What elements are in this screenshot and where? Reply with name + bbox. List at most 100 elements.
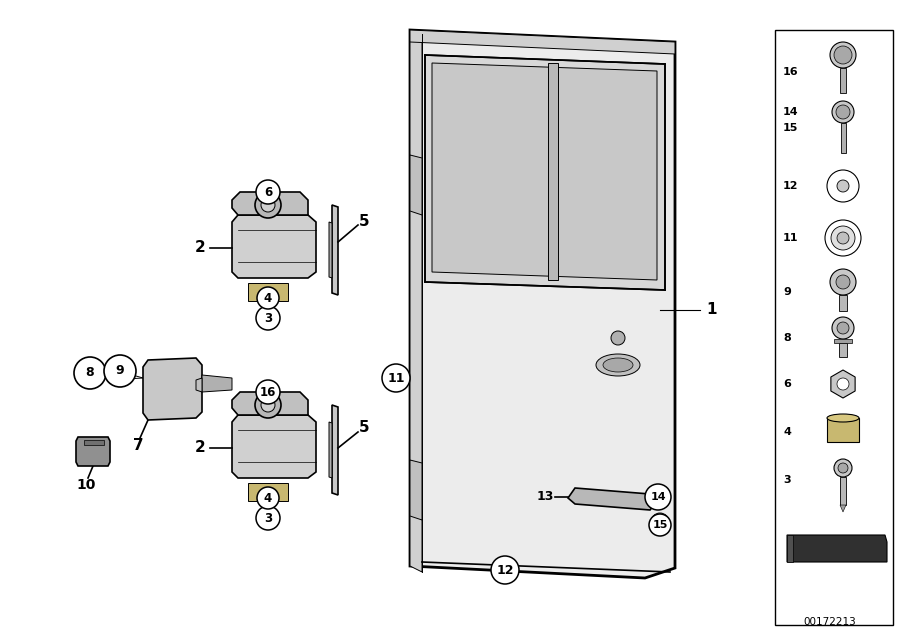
Text: 7: 7 — [132, 438, 143, 452]
Bar — [263, 301, 273, 323]
Polygon shape — [232, 415, 316, 478]
Circle shape — [825, 220, 861, 256]
Circle shape — [74, 357, 106, 389]
Polygon shape — [410, 30, 675, 54]
Circle shape — [838, 463, 848, 473]
Text: 16: 16 — [783, 67, 798, 77]
Polygon shape — [232, 392, 308, 415]
Text: 3: 3 — [264, 312, 272, 324]
Text: 12: 12 — [496, 563, 514, 576]
Circle shape — [256, 306, 280, 330]
Text: 14: 14 — [783, 107, 798, 117]
Circle shape — [382, 364, 410, 392]
Circle shape — [836, 105, 850, 119]
Circle shape — [827, 170, 859, 202]
Polygon shape — [143, 358, 202, 420]
Circle shape — [611, 331, 625, 345]
Circle shape — [255, 192, 281, 218]
Circle shape — [834, 46, 852, 64]
Polygon shape — [329, 422, 332, 478]
Polygon shape — [840, 505, 846, 512]
Text: 6: 6 — [264, 186, 272, 198]
Circle shape — [836, 275, 850, 289]
Text: 11: 11 — [387, 371, 405, 385]
Circle shape — [255, 392, 281, 418]
Circle shape — [649, 514, 671, 536]
Polygon shape — [196, 378, 202, 392]
Text: 9: 9 — [783, 287, 791, 297]
Text: 6: 6 — [783, 379, 791, 389]
Text: 5: 5 — [359, 214, 369, 228]
Text: 5: 5 — [359, 420, 369, 436]
Bar — [839, 295, 847, 311]
Circle shape — [257, 487, 279, 509]
Polygon shape — [84, 440, 104, 445]
Bar — [834, 339, 852, 343]
Circle shape — [837, 232, 849, 244]
Circle shape — [256, 506, 280, 530]
Bar — [841, 123, 846, 153]
Text: 9: 9 — [116, 364, 124, 378]
Polygon shape — [76, 437, 110, 466]
Text: 16: 16 — [260, 385, 276, 399]
Text: 4: 4 — [783, 427, 791, 437]
Circle shape — [831, 226, 855, 250]
Bar — [263, 501, 273, 523]
Bar — [775, 30, 893, 625]
Polygon shape — [232, 192, 308, 215]
Polygon shape — [332, 205, 338, 295]
Text: 3: 3 — [783, 475, 790, 485]
Bar — [827, 418, 859, 442]
Circle shape — [645, 484, 671, 510]
Polygon shape — [831, 370, 855, 398]
Text: 8: 8 — [783, 333, 791, 343]
Circle shape — [655, 517, 665, 527]
Ellipse shape — [596, 354, 640, 376]
Text: 13: 13 — [536, 490, 554, 504]
Text: 00172213: 00172213 — [804, 617, 857, 627]
Text: 3: 3 — [264, 511, 272, 525]
Bar — [839, 343, 847, 357]
Polygon shape — [432, 63, 657, 280]
Polygon shape — [787, 535, 793, 562]
Circle shape — [832, 101, 854, 123]
Circle shape — [257, 287, 279, 309]
Text: 11: 11 — [783, 233, 798, 243]
Circle shape — [830, 42, 856, 68]
Text: 4: 4 — [264, 291, 272, 305]
Circle shape — [256, 380, 280, 404]
Circle shape — [837, 378, 849, 390]
Circle shape — [256, 180, 280, 204]
Text: 1: 1 — [706, 303, 717, 317]
Bar — [840, 68, 846, 93]
Polygon shape — [410, 30, 422, 572]
Polygon shape — [232, 215, 316, 278]
Polygon shape — [568, 488, 658, 510]
Text: 15: 15 — [783, 123, 798, 133]
Circle shape — [837, 180, 849, 192]
Circle shape — [651, 513, 669, 531]
Circle shape — [832, 317, 854, 339]
Ellipse shape — [603, 358, 633, 372]
Bar — [840, 477, 846, 505]
Polygon shape — [329, 222, 332, 278]
Text: 4: 4 — [264, 492, 272, 504]
Polygon shape — [263, 523, 273, 530]
Text: 12: 12 — [783, 181, 798, 191]
Circle shape — [261, 198, 275, 212]
Bar — [248, 283, 288, 301]
Circle shape — [830, 269, 856, 295]
Polygon shape — [410, 460, 422, 520]
Circle shape — [837, 322, 849, 334]
Circle shape — [491, 556, 519, 584]
Polygon shape — [202, 375, 232, 392]
Text: 2: 2 — [194, 240, 205, 256]
Polygon shape — [787, 535, 887, 562]
Polygon shape — [263, 323, 273, 330]
Polygon shape — [332, 405, 338, 495]
Bar — [248, 483, 288, 501]
Polygon shape — [410, 155, 422, 215]
Polygon shape — [410, 30, 675, 578]
Circle shape — [261, 398, 275, 412]
Circle shape — [834, 459, 852, 477]
